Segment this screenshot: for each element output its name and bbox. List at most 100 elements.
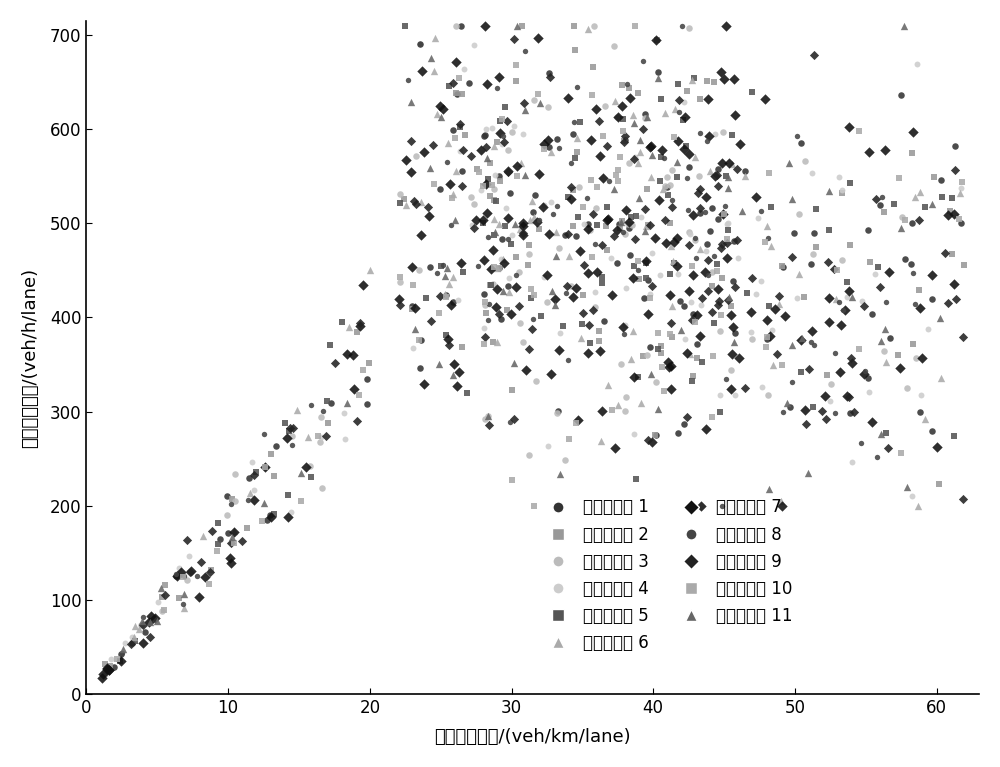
- 控制交叉口 7: [530, 32, 546, 44]
- 控制交叉口 2: [485, 336, 501, 348]
- 控制交叉口 4: [473, 184, 489, 196]
- 控制交叉口 6: [625, 324, 641, 337]
- 控制交叉口 9: [542, 71, 558, 84]
- 控制交叉口 7: [572, 245, 588, 257]
- 控制交叉口 10: [509, 170, 525, 183]
- 控制交叉口 7: [841, 121, 857, 133]
- 控制交叉口 5: [886, 197, 902, 209]
- 控制交叉口 3: [312, 436, 328, 448]
- 控制交叉口 2: [704, 280, 720, 292]
- 控制交叉口 6: [684, 74, 700, 86]
- 控制交叉口 7: [759, 314, 775, 326]
- 控制交叉口 9: [690, 187, 706, 199]
- 控制交叉口 2: [639, 183, 655, 195]
- 控制交叉口 9: [856, 300, 872, 312]
- 控制交叉口 7: [693, 499, 709, 512]
- 控制交叉口 5: [533, 310, 549, 322]
- 控制交叉口 7: [563, 193, 579, 205]
- 控制交叉口 8: [907, 298, 923, 310]
- 控制交叉口 10: [627, 19, 643, 31]
- 控制交叉口 7: [700, 93, 716, 105]
- 控制交叉口 2: [566, 19, 582, 31]
- 控制交叉口 5: [805, 400, 821, 413]
- 控制交叉口 2: [171, 591, 187, 604]
- 控制交叉口 7: [345, 349, 361, 361]
- 控制交叉口 9: [684, 314, 700, 327]
- 控制交叉口 3: [617, 228, 633, 240]
- 控制交叉口 9: [246, 469, 262, 481]
- 控制交叉口 4: [450, 294, 466, 306]
- 控制交叉口 7: [669, 260, 685, 272]
- 控制交叉口 1: [454, 166, 470, 178]
- 控制交叉口 7: [946, 209, 962, 221]
- 控制交叉口 7: [416, 377, 432, 390]
- 控制交叉口 8: [835, 304, 851, 316]
- 控制交叉口 9: [710, 179, 726, 192]
- 控制交叉口 3: [571, 181, 587, 193]
- 控制交叉口 11: [650, 403, 666, 415]
- 控制交叉口 7: [946, 278, 962, 290]
- 控制交叉口 6: [289, 403, 305, 416]
- 控制交叉口 9: [516, 97, 532, 109]
- 控制交叉口 2: [630, 87, 646, 100]
- 控制交叉口 7: [638, 255, 654, 267]
- 控制交叉口 4: [750, 212, 766, 225]
- 控制交叉口 2: [905, 338, 921, 351]
- 控制交叉口 1: [611, 217, 627, 229]
- 控制交叉口 1: [550, 405, 566, 417]
- 控制交叉口 5: [761, 300, 777, 312]
- 控制交叉口 10: [568, 417, 584, 430]
- 控制交叉口 6: [724, 158, 740, 170]
- 控制交叉口 1: [422, 261, 438, 273]
- 控制交叉口 11: [403, 96, 419, 108]
- 控制交叉口 4: [909, 58, 925, 70]
- 控制交叉口 8: [168, 568, 184, 580]
- 控制交叉口 4: [476, 321, 492, 334]
- 控制交叉口 4: [552, 327, 568, 339]
- 控制交叉口 10: [351, 390, 367, 402]
- 控制交叉口 3: [549, 407, 565, 419]
- 控制交叉口 8: [569, 81, 585, 93]
- 控制交叉口 9: [318, 430, 334, 443]
- 控制交叉口 7: [651, 194, 667, 206]
- 控制交叉口 7: [594, 405, 610, 417]
- 控制交叉口 7: [844, 357, 860, 369]
- 控制交叉口 2: [904, 146, 920, 159]
- 控制交叉口 8: [853, 436, 869, 449]
- 控制交叉口 11: [532, 97, 548, 109]
- 控制交叉口 5: [684, 375, 700, 387]
- 控制交叉口 7: [404, 261, 420, 273]
- 控制交叉口 6: [682, 347, 698, 360]
- 控制交叉口 10: [477, 296, 493, 308]
- 控制交叉口 7: [914, 352, 930, 364]
- 控制交叉口 1: [710, 163, 726, 175]
- 控制交叉口 10: [575, 201, 591, 213]
- 控制交叉口 8: [700, 269, 716, 281]
- 控制交叉口 6: [610, 399, 626, 411]
- 控制交叉口 1: [702, 225, 718, 237]
- 控制交叉口 4: [719, 218, 735, 230]
- 控制交叉口 5: [623, 211, 639, 223]
- 控制交叉口 9: [820, 256, 836, 268]
- 控制交叉口 3: [154, 605, 170, 617]
- 控制交叉口 1: [449, 87, 465, 100]
- 控制交叉口 1: [872, 199, 888, 211]
- 控制交叉口 2: [224, 493, 240, 505]
- 控制交叉口 11: [899, 480, 915, 492]
- 控制交叉口 8: [135, 611, 151, 624]
- 控制交叉口 8: [630, 264, 646, 276]
- 控制交叉口 9: [594, 239, 610, 252]
- 控制交叉口 2: [714, 272, 730, 284]
- 控制交叉口 4: [543, 196, 559, 209]
- 控制交叉口 9: [679, 411, 695, 423]
- 控制交叉口 4: [854, 295, 870, 307]
- 控制交叉口 7: [398, 153, 414, 166]
- 控制交叉口 2: [565, 184, 581, 196]
- 控制交叉口 8: [435, 258, 451, 271]
- 控制交叉口 3: [526, 94, 542, 106]
- 控制交叉口 5: [266, 508, 282, 520]
- 控制交叉口 3: [791, 208, 807, 220]
- 控制交叉口 6: [687, 150, 703, 163]
- 控制交叉口 4: [244, 456, 260, 469]
- 控制交叉口 6: [513, 156, 529, 169]
